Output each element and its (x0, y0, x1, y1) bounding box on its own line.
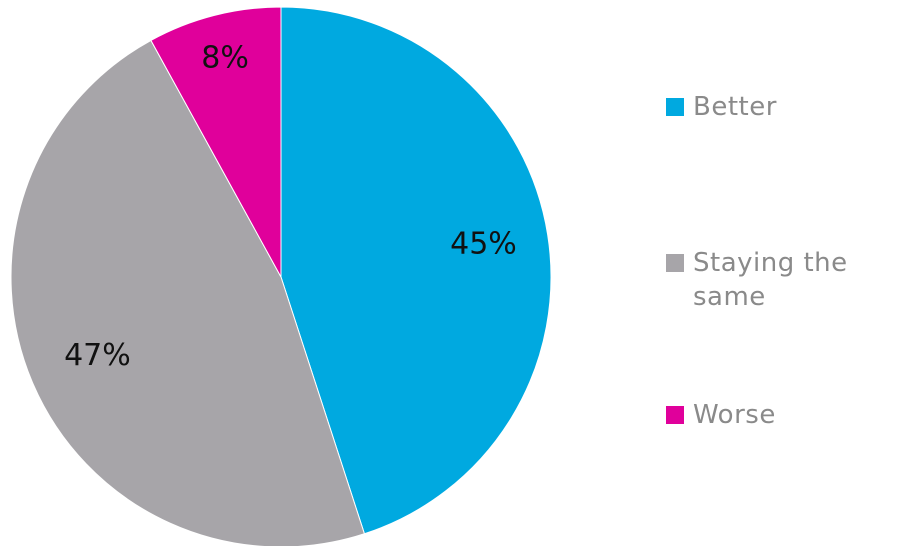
legend-label-worse: Worse (693, 400, 776, 430)
slice-label-staying-the-same: 47% (64, 338, 131, 373)
legend: Better Staying the same Worse (666, 0, 916, 546)
legend-item-better: Better (666, 90, 908, 124)
legend-swatch-worse (666, 406, 684, 424)
pie-slice-staying-the-same (10, 39, 366, 546)
legend-label-better: Better (693, 92, 777, 122)
pie-slice-better (280, 6, 552, 535)
legend-item-staying-the-same: Staying the same (666, 246, 883, 314)
legend-item-worse: Worse (666, 398, 908, 432)
legend-swatch-staying-the-same (666, 254, 684, 272)
pie-slice-worse (150, 6, 282, 278)
slice-label-worse: 8% (201, 41, 249, 76)
slice-label-better: 45% (450, 226, 517, 261)
legend-label-staying-the-same: Staying the same (693, 248, 848, 312)
legend-swatch-better (666, 98, 684, 116)
